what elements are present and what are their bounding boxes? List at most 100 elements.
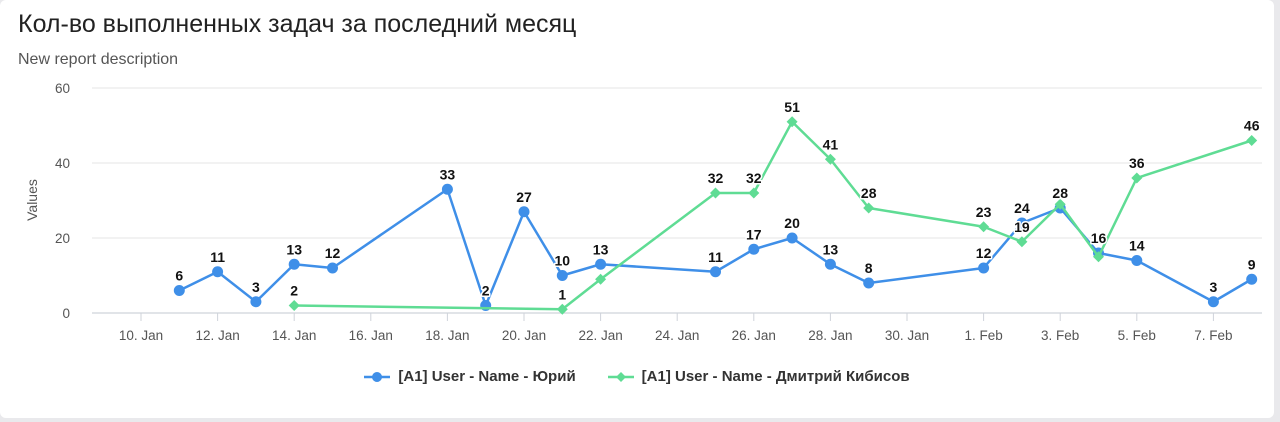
- data-label: 32: [708, 170, 724, 186]
- x-tick-label: 7. Feb: [1194, 328, 1232, 343]
- data-point: [1246, 273, 1258, 285]
- data-point: [710, 266, 721, 278]
- data-label: 6: [175, 268, 183, 284]
- data-label: 9: [1248, 256, 1256, 272]
- data-label: 33: [440, 166, 456, 182]
- data-label: 51: [784, 99, 800, 115]
- data-label: 17: [746, 226, 762, 242]
- data-label: 13: [823, 241, 839, 257]
- y-tick-label: 40: [55, 156, 70, 171]
- data-point: [786, 232, 798, 244]
- x-tick-label: 1. Feb: [964, 328, 1002, 343]
- data-point: [1131, 172, 1143, 184]
- data-point: [978, 262, 990, 274]
- x-tick-label: 26. Jan: [732, 328, 776, 343]
- data-point: [1054, 198, 1066, 210]
- data-label: 1: [558, 286, 566, 302]
- data-label: 3: [1210, 279, 1218, 295]
- data-label: 14: [1129, 238, 1145, 254]
- data-point: [212, 266, 224, 278]
- x-tick-label: 12. Jan: [195, 328, 239, 343]
- data-point: [1016, 236, 1028, 248]
- data-label: 16: [1091, 230, 1107, 246]
- data-point: [824, 153, 836, 165]
- y-tick-label: 20: [55, 231, 70, 246]
- x-tick-label: 3. Feb: [1041, 328, 1079, 343]
- data-label: 12: [325, 245, 341, 261]
- data-point: [595, 258, 607, 270]
- data-point: [250, 296, 262, 308]
- x-tick-label: 16. Jan: [349, 328, 393, 343]
- data-label: 2: [290, 283, 298, 299]
- data-point: [1207, 296, 1219, 308]
- data-point: [978, 221, 990, 233]
- y-tick-label: 60: [55, 81, 70, 96]
- data-label: 2: [482, 283, 490, 299]
- x-tick-label: 20. Jan: [502, 328, 546, 343]
- x-tick-label: 18. Jan: [425, 328, 469, 343]
- y-axis-title: Values: [24, 179, 40, 221]
- grid: [92, 87, 1262, 239]
- data-point: [863, 277, 875, 289]
- data-label: 23: [976, 204, 992, 220]
- legend-diamond-marker-icon: [607, 371, 634, 382]
- data-label: 46: [1244, 118, 1260, 134]
- data-point: [1246, 135, 1258, 146]
- data-label: 8: [865, 260, 873, 276]
- data-label: 10: [555, 253, 571, 269]
- data-label: 11: [210, 249, 225, 265]
- data-label: 32: [746, 170, 762, 186]
- x-tick-label: 10. Jan: [119, 328, 163, 343]
- y-axis: 0 20 40 60: [55, 81, 70, 321]
- data-label: 13: [286, 241, 302, 257]
- data-point: [556, 303, 568, 315]
- data-label: 13: [593, 241, 609, 257]
- data-point: [595, 273, 607, 285]
- legend-label: [A1] User - Name - Юрий: [398, 368, 576, 385]
- x-tick-label: 30. Jan: [885, 328, 929, 343]
- data-point: [748, 243, 760, 255]
- data-label: 3: [252, 279, 260, 295]
- data-point: [288, 300, 300, 311]
- series-layer: [173, 116, 1258, 315]
- data-point: [1016, 217, 1028, 229]
- chart-title: Кол-во выполненных задач за последний ме…: [18, 10, 577, 38]
- data-point: [710, 187, 721, 199]
- data-label: 28: [861, 185, 877, 201]
- data-point: [1093, 251, 1104, 263]
- data-point: [441, 183, 453, 195]
- line-chart: 0 20 40 60 10. Jan 12. Jan 14. Jan 16. Jan 18. …: [24, 81, 1262, 343]
- legend-label: [A1] User - Name - Дмитрий Кибисов: [641, 368, 910, 385]
- legend-circle-marker-icon: [364, 371, 391, 382]
- chart-subtitle: New report description: [18, 51, 179, 68]
- data-point: [748, 187, 760, 199]
- data-point: [824, 258, 836, 270]
- data-label: 12: [976, 245, 992, 261]
- x-tick-label: 24. Jan: [655, 328, 699, 343]
- y-tick-label: 0: [62, 306, 70, 321]
- data-point: [327, 262, 338, 274]
- x-axis: 10. Jan 12. Jan 14. Jan 16. Jan 18. Jan 20. J…: [92, 312, 1262, 343]
- x-tick-label: 5. Feb: [1118, 328, 1156, 343]
- data-point: [1131, 255, 1143, 266]
- data-label: 28: [1052, 185, 1068, 201]
- x-tick-label: 28. Jan: [808, 328, 852, 343]
- data-point: [173, 285, 185, 296]
- data-point: [863, 202, 875, 214]
- data-point: [556, 270, 568, 281]
- legend: [A1] User - Name - Юрий [A1] User - Name…: [0, 368, 1274, 385]
- data-point: [786, 116, 798, 128]
- x-tick-label: 22. Jan: [578, 328, 622, 343]
- data-label: 20: [784, 215, 800, 231]
- data-label: 24: [1014, 200, 1030, 216]
- data-point: [518, 206, 530, 218]
- data-label: 11: [708, 249, 723, 265]
- data-label: 41: [823, 136, 839, 152]
- data-point: [288, 258, 300, 270]
- data-label: 36: [1129, 155, 1145, 171]
- legend-item-dmitriy[interactable]: [A1] User - Name - Дмитрий Кибисов: [607, 368, 910, 385]
- legend-item-yuriy[interactable]: [A1] User - Name - Юрий: [364, 368, 576, 385]
- x-tick-label: 14. Jan: [272, 328, 316, 343]
- data-label: 27: [516, 189, 532, 205]
